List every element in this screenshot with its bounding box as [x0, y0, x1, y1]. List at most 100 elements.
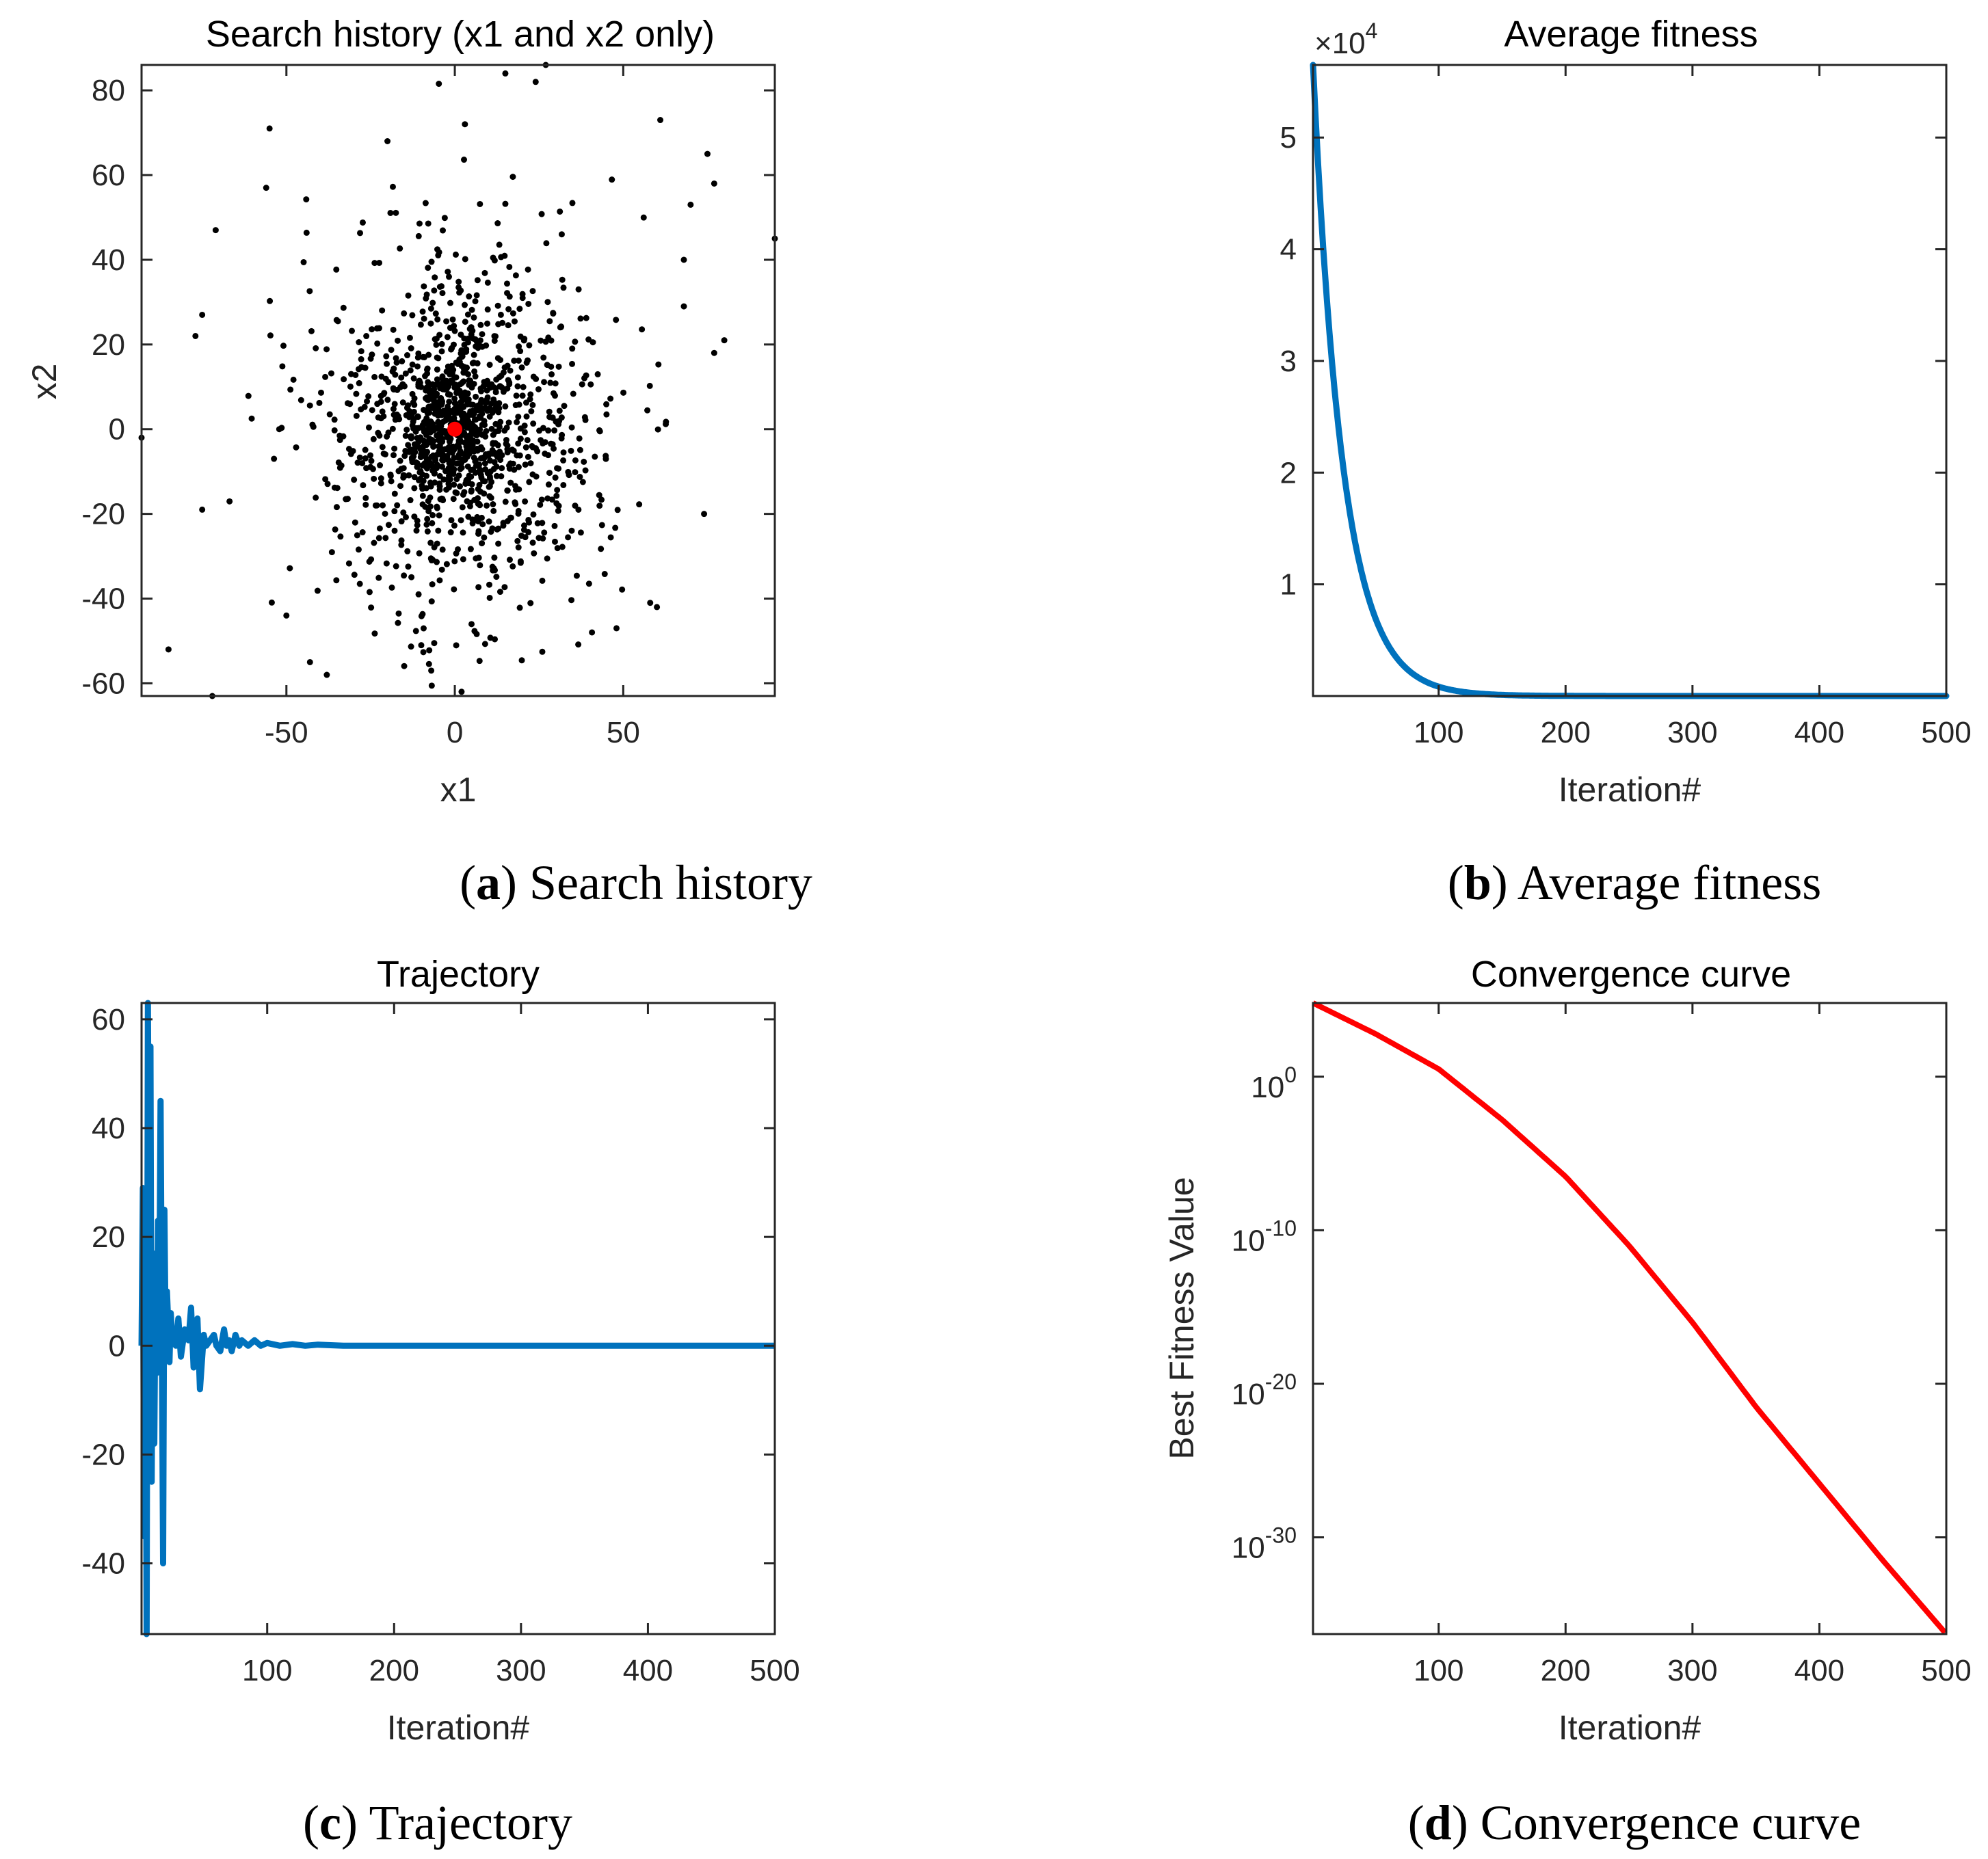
search-point — [503, 424, 510, 431]
search-point — [491, 333, 498, 340]
search-point — [471, 455, 477, 462]
search-point — [425, 220, 432, 227]
search-point — [701, 511, 708, 518]
search-point — [367, 452, 374, 459]
search-point — [398, 374, 405, 381]
search-point — [555, 507, 561, 514]
search-point — [483, 397, 490, 403]
search-point — [555, 363, 562, 370]
search-point — [487, 474, 494, 481]
search-point — [477, 472, 484, 479]
search-point — [477, 200, 483, 207]
search-point — [365, 393, 372, 400]
search-point — [565, 468, 572, 475]
search-point — [377, 475, 384, 482]
search-point — [557, 208, 564, 215]
search-point — [464, 390, 471, 397]
search-point — [551, 522, 558, 529]
search-point — [497, 418, 504, 425]
search-point — [373, 502, 380, 509]
search-point — [464, 433, 471, 440]
search-point — [452, 489, 459, 496]
search-point — [546, 318, 553, 325]
search-point — [328, 370, 334, 377]
search-point — [481, 431, 488, 438]
search-point — [477, 562, 483, 569]
search-point — [472, 373, 479, 380]
search-point — [333, 266, 340, 273]
search-point — [313, 345, 319, 351]
panel-d-ytick-label: 10-10 — [1232, 1216, 1297, 1257]
search-point — [603, 411, 610, 418]
search-point — [461, 489, 468, 496]
search-point — [403, 427, 410, 433]
search-point — [464, 364, 471, 371]
search-point — [324, 481, 331, 487]
panel-d-title: Convergence curve — [1471, 954, 1791, 995]
search-point — [355, 546, 362, 553]
search-point — [425, 397, 432, 403]
search-point — [449, 379, 456, 386]
search-point — [328, 549, 335, 556]
search-point — [514, 374, 521, 381]
search-point — [579, 381, 585, 388]
search-point — [497, 311, 504, 318]
search-point — [479, 521, 486, 528]
search-point — [362, 455, 369, 462]
search-point — [437, 496, 444, 503]
caption-d: (d) Convergence curve — [1408, 1795, 1861, 1850]
search-point — [537, 501, 544, 508]
search-point — [331, 427, 338, 433]
search-point — [316, 399, 323, 406]
search-point — [523, 413, 530, 420]
search-point — [464, 339, 471, 346]
search-point — [486, 362, 493, 369]
search-point — [494, 453, 501, 460]
caption-c-letter: c — [319, 1795, 341, 1850]
search-point — [542, 451, 548, 457]
search-point — [548, 371, 555, 377]
search-point — [538, 337, 544, 344]
search-point — [427, 426, 434, 433]
panel-b-exponent-power: 4 — [1366, 18, 1378, 43]
search-point — [432, 274, 438, 281]
search-point — [429, 520, 436, 526]
search-point — [601, 571, 608, 578]
search-point — [493, 376, 500, 383]
search-point — [398, 541, 405, 548]
search-point — [451, 395, 458, 402]
search-point — [484, 279, 491, 286]
search-point — [457, 483, 464, 490]
search-point — [438, 283, 445, 290]
search-point — [392, 416, 399, 423]
search-point — [493, 463, 500, 470]
search-point — [680, 256, 687, 263]
search-point — [377, 480, 384, 487]
search-point — [466, 293, 473, 300]
search-point — [548, 496, 555, 503]
search-point — [451, 586, 458, 593]
search-point — [357, 230, 364, 237]
search-point — [515, 414, 522, 420]
search-point — [419, 462, 426, 469]
search-point — [538, 496, 545, 503]
search-point — [596, 503, 603, 509]
search-point — [516, 343, 522, 350]
search-point — [245, 392, 252, 399]
search-point — [436, 81, 442, 88]
search-point — [494, 526, 501, 533]
search-point — [468, 306, 475, 313]
search-point — [575, 641, 582, 648]
search-point — [493, 574, 500, 580]
search-point — [333, 577, 340, 584]
search-point — [420, 649, 427, 656]
search-point — [371, 475, 377, 482]
search-point — [464, 463, 471, 470]
search-point — [654, 426, 661, 433]
search-point — [541, 529, 548, 536]
search-point — [358, 356, 365, 362]
search-point — [543, 240, 550, 247]
search-point — [495, 427, 502, 434]
search-point — [587, 381, 594, 388]
search-point — [354, 459, 361, 466]
